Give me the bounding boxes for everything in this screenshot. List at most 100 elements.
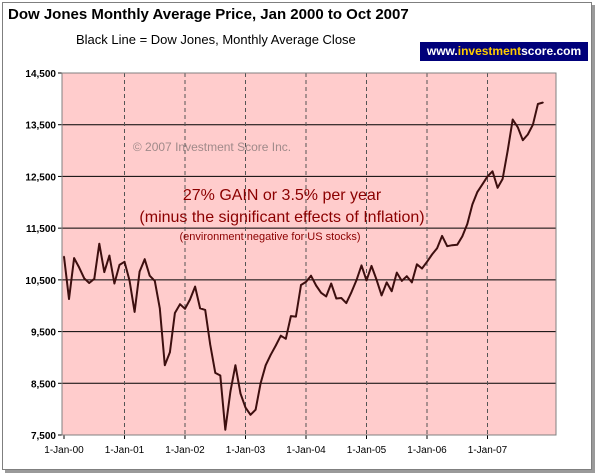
data-point: [154, 280, 156, 282]
data-point: [501, 178, 504, 180]
data-point: [476, 191, 479, 193]
data-point: [254, 408, 257, 411]
website-suffix: score.com: [521, 44, 582, 58]
data-point: [436, 247, 438, 250]
data-point: [189, 298, 191, 301]
data-point: [133, 311, 136, 313]
data-point: [365, 279, 368, 282]
website-highlight: investment: [457, 44, 522, 58]
data-point: [532, 123, 534, 126]
data-point: [123, 261, 126, 263]
data-point: [320, 292, 322, 294]
data-point: [128, 279, 131, 282]
data-point: [249, 414, 252, 416]
data-point: [486, 175, 489, 178]
data-point: [416, 263, 418, 266]
y-tick-label: 9,500: [31, 328, 56, 339]
series-line-dow-jones: [63, 101, 544, 431]
annotation-gain: 27% GAIN or 3.5% per year: [183, 187, 382, 204]
data-point: [446, 245, 449, 247]
data-point: [426, 261, 428, 263]
data-point: [542, 101, 544, 104]
x-tick-label: 1-Jan-07: [468, 445, 508, 456]
data-point: [194, 285, 196, 288]
data-point: [390, 290, 393, 293]
x-tick-label: 1-Jan-05: [347, 445, 387, 456]
data-point: [527, 133, 529, 136]
data-point: [259, 382, 262, 385]
data-point: [280, 334, 282, 337]
data-point: [511, 118, 514, 121]
data-point: [143, 258, 146, 261]
x-tick-label: 1-Jan-00: [44, 445, 84, 456]
y-tick-label: 14,500: [25, 69, 56, 80]
data-point: [335, 297, 338, 300]
x-tick-label: 1-Jan-04: [286, 445, 326, 456]
data-point: [138, 270, 141, 273]
data-point: [456, 243, 459, 246]
plot-area: [62, 73, 556, 435]
data-point: [204, 309, 206, 311]
data-point: [401, 280, 403, 282]
data-point: [199, 307, 201, 310]
data-point: [491, 170, 494, 173]
data-point: [93, 278, 96, 280]
x-tick-label: 1-Jan-02: [165, 445, 205, 456]
data-point: [380, 294, 383, 297]
data-point: [406, 275, 408, 278]
data-point: [310, 274, 312, 277]
annotation-inflation: (minus the significant effects of Inflat…: [139, 209, 424, 226]
data-point: [305, 281, 307, 283]
data-point: [118, 264, 121, 266]
data-point: [461, 235, 464, 238]
data-point: [330, 282, 333, 285]
data-point: [370, 265, 373, 267]
data-point: [315, 284, 317, 287]
data-point: [275, 344, 277, 347]
data-point: [375, 279, 378, 281]
y-tick-label: 7,500: [31, 431, 56, 442]
data-point: [421, 267, 423, 270]
data-point: [103, 271, 106, 273]
data-point: [481, 183, 484, 185]
data-point: [234, 364, 237, 367]
data-point: [269, 354, 272, 356]
data-point: [340, 297, 343, 299]
data-point: [159, 307, 161, 310]
y-tick-label: 10,500: [25, 276, 56, 287]
data-point: [169, 351, 171, 354]
website-badge[interactable]: www.investmentscore.com: [420, 42, 588, 61]
data-point: [148, 274, 151, 277]
website-prefix: www.: [426, 44, 458, 58]
x-tick-label: 1-Jan-06: [407, 445, 447, 456]
data-point: [184, 308, 186, 310]
data-point: [471, 203, 474, 206]
data-point: [517, 126, 519, 129]
x-axis-ticks: 1-Jan-00 1-Jan-01 1-Jan-02 1-Jan-03 1-Jan-04…: [44, 435, 508, 456]
data-point: [113, 282, 116, 285]
data-point: [239, 392, 242, 395]
data-point: [285, 338, 287, 340]
plot-border: [61, 72, 557, 436]
data-point: [431, 253, 433, 256]
data-point: [179, 303, 181, 306]
annotation-environment: (environment negative for US stocks): [180, 231, 361, 243]
data-point: [224, 429, 227, 431]
data-point: [411, 281, 413, 284]
data-point: [396, 271, 398, 274]
chart-subtitle: Black Line = Dow Jones, Monthly Average …: [76, 32, 356, 47]
data-point: [537, 103, 539, 105]
data-point: [295, 315, 297, 318]
data-point: [350, 291, 353, 294]
data-point: [345, 302, 348, 304]
data-point: [68, 298, 70, 300]
data-point: [73, 257, 75, 259]
data-point: [214, 372, 217, 374]
chart-title: Dow Jones Monthly Average Price, Jan 200…: [8, 6, 409, 23]
y-tick-label: 12,500: [25, 172, 56, 183]
data-point: [466, 223, 469, 225]
y-axis-ticks: 7,500 8,500 9,500 10,500 11,500 12,500 13,500 1…: [25, 69, 62, 442]
data-point: [300, 284, 302, 286]
data-point: [385, 281, 388, 284]
